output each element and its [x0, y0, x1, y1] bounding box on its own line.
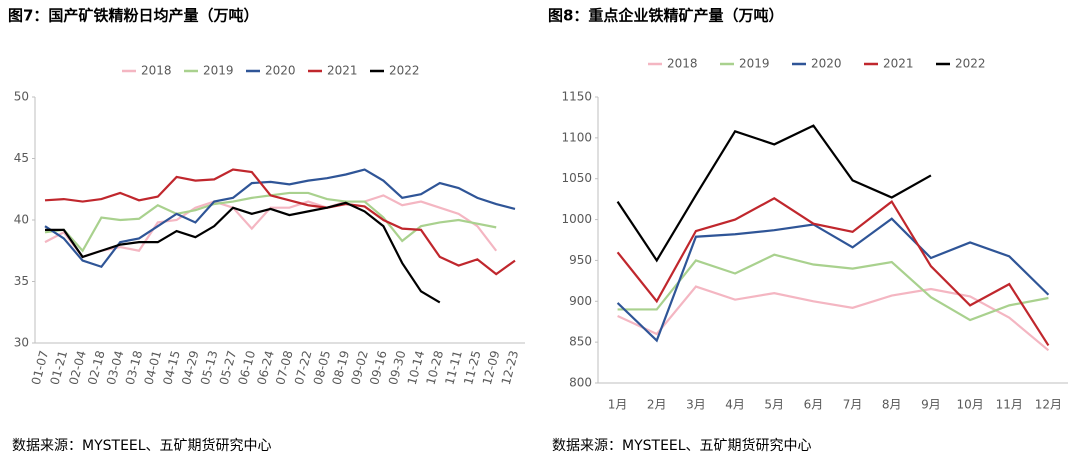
legend-label: 2019: [739, 57, 770, 71]
y-tick-label: 50: [14, 90, 29, 104]
x-tick-label: 8月: [882, 398, 902, 412]
y-tick-label: 800: [569, 376, 592, 390]
chart-title: 图8：重点企业铁精矿产量（万吨）: [548, 7, 783, 25]
source: 数据来源：MYSTEEL、五矿期货研究中心: [552, 437, 812, 454]
legend-label: 2019: [203, 64, 234, 78]
x-tick-label: 9月: [921, 398, 941, 412]
y-tick-label: 1000: [561, 212, 592, 226]
legend-label: 2021: [327, 64, 358, 78]
legend-label: 2018: [667, 57, 698, 71]
legend-label: 2022: [389, 64, 420, 78]
x-tick-label: 12月: [1035, 398, 1062, 412]
y-tick-label: 1050: [561, 171, 592, 185]
y-tick-label: 40: [14, 213, 29, 227]
x-tick-label: 1月: [608, 398, 628, 412]
series-line: [617, 253, 1049, 322]
y-tick-label: 850: [569, 335, 592, 349]
series-line: [617, 285, 1050, 352]
x-tick-label: 4月: [725, 398, 745, 412]
y-tick-label: 35: [14, 274, 29, 288]
y-tick-label: 45: [14, 151, 29, 165]
legend-label: 2020: [265, 64, 296, 78]
legend-label: 2022: [955, 57, 986, 71]
x-tick-label: 10月: [956, 398, 983, 412]
y-tick-label: 950: [569, 253, 592, 267]
x-tick-label: 6月: [804, 398, 824, 412]
x-tick-label: 11月: [996, 398, 1023, 412]
y-tick-label: 30: [14, 336, 29, 350]
series-line: [45, 201, 441, 304]
series-line: [44, 168, 516, 276]
y-tick-label: 900: [569, 294, 592, 308]
x-tick-label: 7月: [843, 398, 863, 412]
chart-title: 图7：国产矿铁精粉日均产量（万吨）: [8, 7, 258, 25]
series-line: [616, 217, 1050, 343]
source: 数据来源：MYSTEEL、五矿期货研究中心: [12, 437, 272, 454]
x-tick-label: 5月: [764, 398, 784, 412]
series-line: [44, 168, 516, 269]
y-tick-label: 1100: [561, 130, 592, 144]
legend-label: 2020: [811, 57, 842, 71]
x-tick-label: 2月: [647, 398, 667, 412]
x-tick-label: 3月: [686, 398, 706, 412]
series-line: [616, 124, 932, 263]
series-line: [44, 194, 498, 259]
x-tick-label: 12-23: [499, 349, 522, 386]
y-tick-label: 1150: [561, 90, 592, 104]
series-line: [616, 197, 1050, 347]
legend-label: 2021: [883, 57, 914, 71]
legend-label: 2018: [141, 64, 172, 78]
